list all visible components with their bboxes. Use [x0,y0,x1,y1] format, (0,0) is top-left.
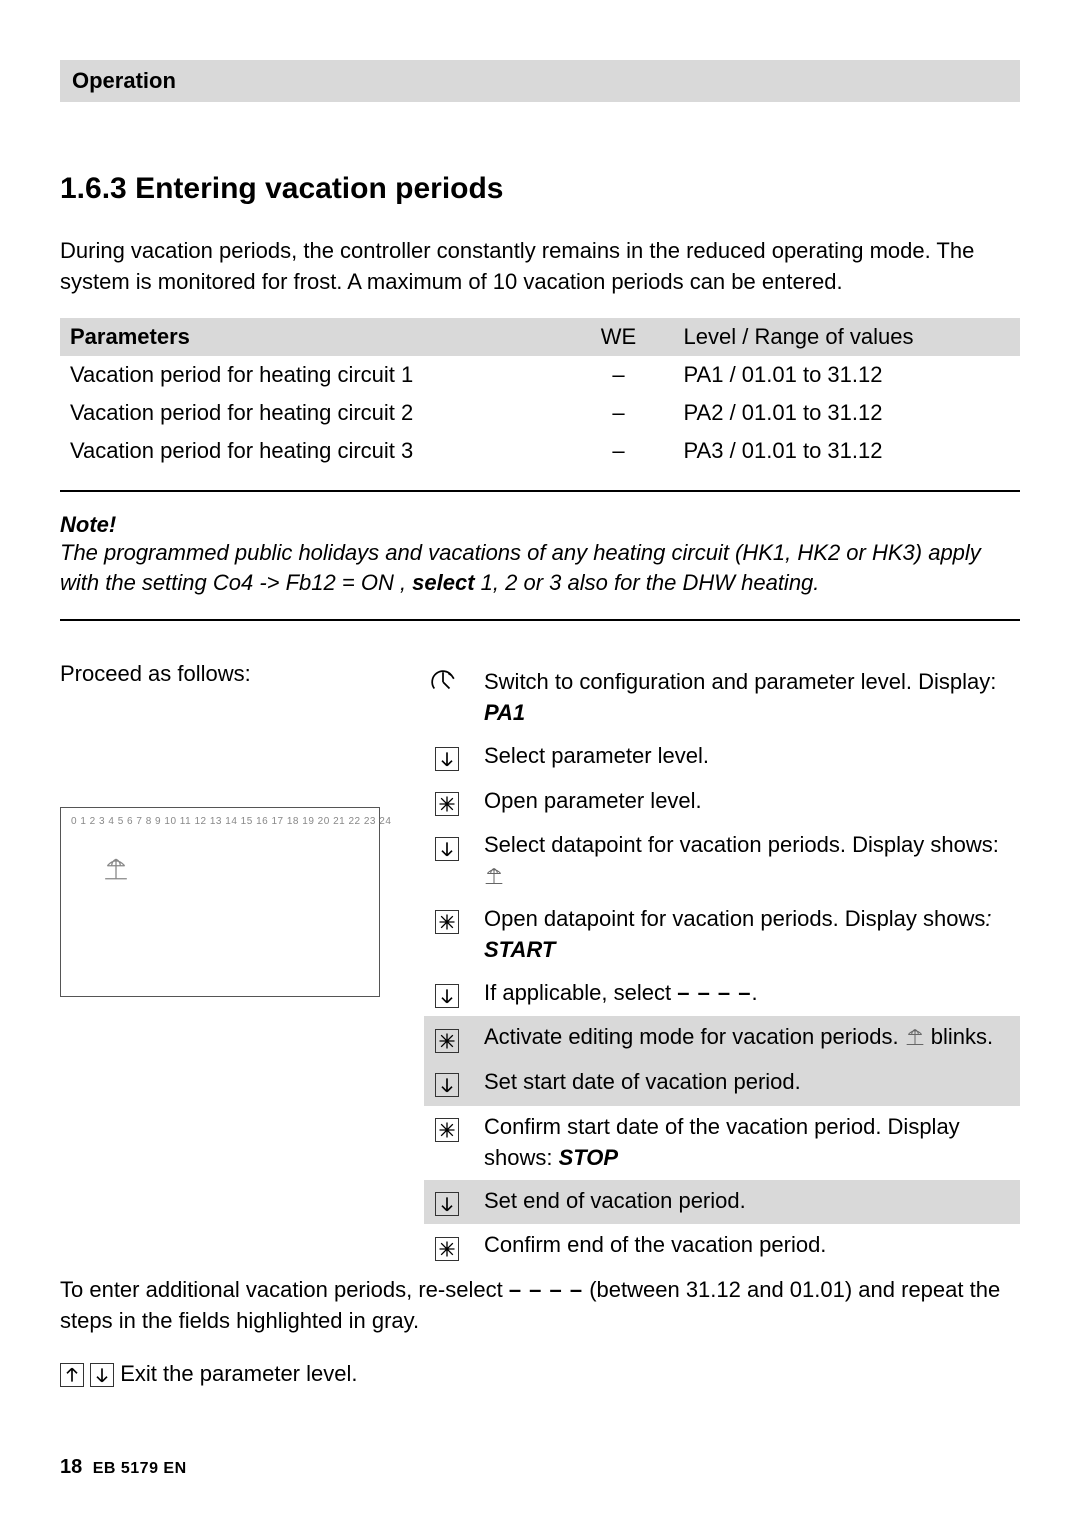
down-icon [430,1067,464,1100]
exit-text: Exit the parameter level. [120,1361,357,1386]
step-text: Select parameter level. [484,741,1014,772]
down-icon [430,978,464,1011]
note-select: select [412,570,474,595]
table-row: Vacation period for heating circuit 2 – … [60,394,1020,432]
parasol-icon [905,1027,925,1047]
section-number: 1.6.3 [60,172,127,205]
section-header: Operation [60,60,1020,102]
step-text: Set start date of vacation period. [484,1067,1014,1098]
table-row: Vacation period for heating circuit 3 – … [60,432,1020,470]
display-time-scale: 0 1 2 3 4 5 6 7 8 9 10 11 12 13 14 15 16… [71,816,369,827]
page-number: 18 [60,1456,82,1478]
step-row: Select parameter level. [424,735,1020,780]
step-row: Confirm start date of the vacation perio… [424,1106,1020,1180]
cell: PA3 / 01.01 to 31.12 [674,432,1020,470]
note-body: The programmed public holidays and vacat… [60,538,1020,600]
parasol-icon [484,866,504,886]
step-text: Select datapoint for vacation periods. D… [484,830,1014,892]
step-row: Activate editing mode for vacation perio… [424,1016,1020,1061]
step-text: Switch to configuration and parameter le… [484,667,1014,729]
turn-icon [430,667,464,695]
closing-paragraph: To enter additional vacation periods, re… [60,1275,1020,1337]
parasol-icon [103,856,129,882]
step-text: Confirm start date of the vacation perio… [484,1112,1014,1174]
section-heading: 1.6.3 Entering vacation periods [60,172,1020,206]
closing-text: To enter additional vacation periods, re… [60,1277,509,1302]
cell: Vacation period for heating circuit 2 [60,394,564,432]
cell: – [564,432,674,470]
step-row: Open datapoint for vacation periods. Dis… [424,898,1020,972]
step-row: Select datapoint for vacation periods. D… [424,824,1020,898]
table-header-row: Parameters WE Level / Range of values [60,318,1020,356]
step-text: Confirm end of the vacation period. [484,1230,1014,1261]
divider [60,619,1020,621]
press-icon [430,904,464,937]
cell: PA1 / 01.01 to 31.12 [674,356,1020,394]
page-footer: 18 EB 5179 EN [60,1456,187,1479]
cell: – [564,356,674,394]
cell: Vacation period for heating circuit 1 [60,356,564,394]
controller-display: 0 1 2 3 4 5 6 7 8 9 10 11 12 13 14 15 16… [60,807,380,997]
step-row: Open parameter level. [424,780,1020,825]
step-text: Open parameter level. [484,786,1014,817]
dash-sequence: – – – – [509,1277,583,1302]
step-row: Set end of vacation period. [424,1180,1020,1225]
doc-id: EB 5179 EN [93,1460,187,1477]
parameters-table: Parameters WE Level / Range of values Va… [60,318,1020,470]
step-row: Set start date of vacation period. [424,1061,1020,1106]
proceed-label: Proceed as follows: [60,661,400,687]
step-text: Activate editing mode for vacation perio… [484,1022,1014,1053]
press-icon [430,786,464,819]
press-icon [430,1230,464,1263]
up-arrow-icon [60,1363,84,1387]
step-text: If applicable, select – – – –. [484,978,1014,1009]
step-row: Confirm end of the vacation period. [424,1224,1020,1269]
table-row: Vacation period for heating circuit 1 – … [60,356,1020,394]
exit-line: Exit the parameter level. [60,1359,1020,1390]
press-icon [430,1022,464,1055]
col-we: WE [564,318,674,356]
cell: – [564,394,674,432]
down-icon [430,1186,464,1219]
divider [60,490,1020,492]
down-arrow-icon [90,1363,114,1387]
step-text: Set end of vacation period. [484,1186,1014,1217]
press-icon [430,1112,464,1145]
note-text: 1, 2 or 3 also for the DHW heating. [475,570,820,595]
cell: Vacation period for heating circuit 3 [60,432,564,470]
col-range: Level / Range of values [674,318,1020,356]
down-icon [430,741,464,774]
intro-paragraph: During vacation periods, the controller … [60,236,1020,298]
col-parameters: Parameters [60,318,564,356]
note-heading: Note! [60,512,1020,538]
step-row: Switch to configuration and parameter le… [424,661,1020,735]
step-text: Open datapoint for vacation periods. Dis… [484,904,1014,966]
step-row: If applicable, select – – – –. [424,972,1020,1017]
section-title: Entering vacation periods [135,172,503,205]
cell: PA2 / 01.01 to 31.12 [674,394,1020,432]
down-icon [430,830,464,863]
